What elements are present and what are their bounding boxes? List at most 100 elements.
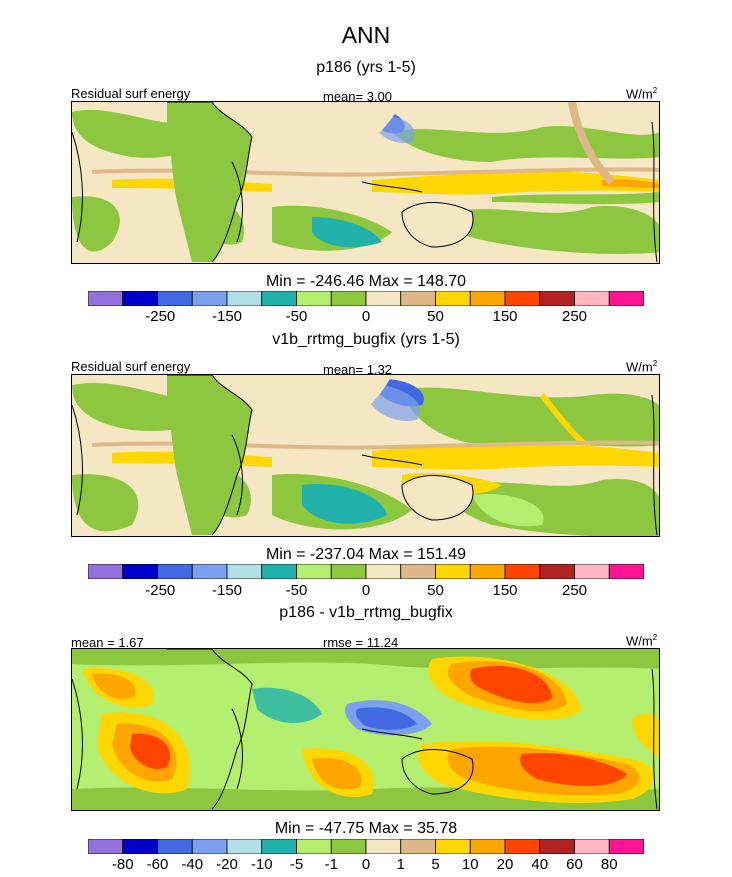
cbar-2-tick-label: -150 [211,582,243,599]
colorbar-swatch [296,564,332,579]
cbar-3-tick-label: 80 [600,856,618,873]
colorbar-swatch [504,564,541,579]
colorbar-swatch [191,291,228,306]
cbar-1-tick-label: 50 [427,308,444,325]
units-text: W/m [626,359,653,375]
colorbar-swatch [296,839,332,854]
colorbar-swatch [296,291,332,306]
panel-3-colorbar-labels: -80 -60 -40 -20 -10 -5 -1 0 1 5 10 20 40… [88,856,644,874]
cbar-3-tick-label: 20 [496,856,514,873]
cbar-3-tick-label: -20 [216,856,238,873]
colorbar-swatch [330,291,367,306]
colorbar-swatch [122,564,158,579]
colorbar-swatch [608,564,644,579]
cbar-3-tick-label: -1 [324,856,338,873]
colorbar-swatch [122,839,158,854]
colorbar-swatch [88,839,124,854]
colorbar-swatch [539,564,575,579]
cbar-3-tick-label: -80 [111,856,134,873]
panel-3-units: W/m2 [626,633,657,648]
panel-2-map [71,374,660,537]
cbar-3-tick-label: 60 [566,856,583,873]
panel-2-minmax: Min = -237.04 Max = 151.49 [265,546,467,563]
cbar-3-tick-label: 1 [396,856,405,873]
colorbar-swatch [469,839,506,854]
cbar-1-tick-label: -250 [145,308,176,325]
colorbar-swatch [469,564,506,579]
colorbar-swatch [504,839,541,854]
panel-2-units: W/m2 [626,359,657,374]
colorbar-swatch [226,291,263,306]
colorbar-swatch [435,291,471,306]
colorbar-swatch [608,839,644,854]
colorbar-swatch [157,564,193,579]
cbar-3-tick-label: 0 [361,856,371,873]
cbar-1-tick-label: -50 [285,308,308,325]
units-superscript: 2 [652,633,658,642]
colorbar-swatch [365,839,402,854]
cbar-2-tick-label: -250 [145,582,176,599]
cbar-3-tick-label: -40 [181,856,204,873]
panel-3-mean-label: mean = 1.67 [71,635,144,650]
cbar-1-tick-label: 150 [492,308,518,325]
panel-3-map [71,648,660,811]
colorbar-swatch [400,564,436,579]
colorbar-swatch [226,839,263,854]
colorbar-swatch [157,291,193,306]
colorbar-swatch [88,564,124,579]
cbar-3-tick-label: 10 [461,856,479,873]
cbar-3-tick-label: -60 [146,856,169,873]
colorbar-swatch [435,564,471,579]
panel-3-rmse-label: rmse = 11.24 [323,635,399,650]
cbar-3-tick-label: -10 [250,856,273,873]
panel-1-colorbar [88,291,644,306]
units-superscript: 2 [652,359,658,368]
colorbar-swatch [574,564,610,579]
colorbar-swatch [191,564,228,579]
colorbar-swatch [539,839,575,854]
panel-1-variable-label: Residual surf energy [71,86,191,101]
units-text: W/m [626,633,653,649]
panel-3-minmax: Min = -47.75 Max = 35.78 [274,820,458,837]
colorbar-swatch [469,291,506,306]
cbar-3-tick-label: 5 [431,856,440,873]
colorbar-swatch [365,291,402,306]
units-superscript: 2 [652,86,658,95]
colorbar-swatch [574,291,610,306]
panel-1-colorbar-labels: -250 -150 -50 0 50 150 250 [88,308,644,326]
cbar-1-tick-label: -150 [211,308,243,325]
colorbar-swatch [400,839,436,854]
colorbar-swatch [608,291,644,306]
cbar-2-tick-label: 150 [492,582,518,599]
colorbar-swatch [330,839,367,854]
colorbar-swatch [574,839,610,854]
panel-1-mean-label: mean= 3.00 [323,89,393,104]
colorbar-swatch [226,564,263,579]
colorbar-swatch [365,564,402,579]
panel-2-mean-label: mean= 1.32 [323,362,393,377]
colorbar-swatch [504,291,541,306]
units-text: W/m [626,86,653,102]
panel-2-colorbar-labels: -250 -150 -50 0 50 150 250 [88,582,644,600]
panel-1-map [71,101,660,264]
cbar-2-tick-label: 0 [361,582,371,599]
panel-2-variable-label: Residual surf energy [71,359,191,374]
panel-2-colorbar [88,564,644,579]
colorbar-swatch [261,839,297,854]
cbar-1-tick-label: 250 [561,308,588,325]
colorbar-swatch [400,291,436,306]
colorbar-swatch [435,839,471,854]
colorbar-swatch [191,839,228,854]
cbar-3-tick-label: 40 [531,856,549,873]
colorbar-swatch [261,564,297,579]
colorbar-swatch [157,839,193,854]
panel-1-minmax: Min = -246.46 Max = 148.70 [265,273,467,290]
cbar-2-tick-label: -50 [285,582,308,599]
cbar-2-tick-label: 250 [561,582,588,599]
colorbar-swatch [261,291,297,306]
panel-3-colorbar [88,839,644,854]
figure-title: ANN [341,22,391,48]
colorbar-swatch [88,291,124,306]
panel-1-units: W/m2 [626,86,657,101]
cbar-2-tick-label: 50 [427,582,444,599]
